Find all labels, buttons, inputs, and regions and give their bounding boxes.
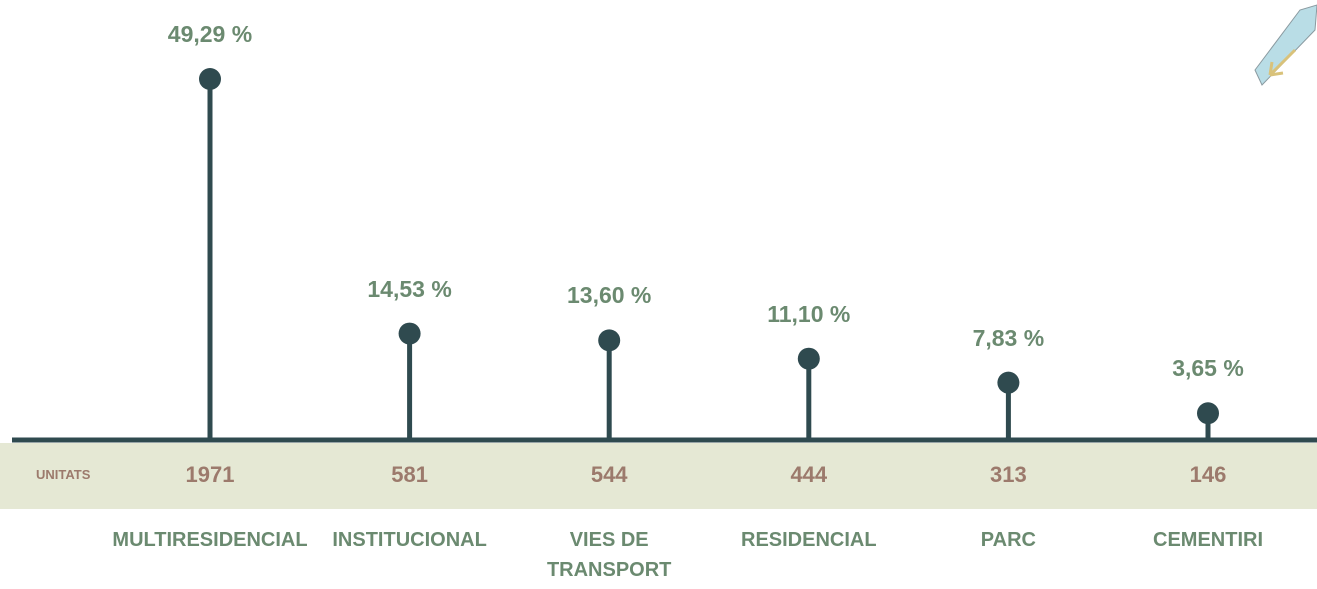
units-value-text: 146 [1190,462,1227,488]
units-value: 544 [539,462,679,488]
units-value: 581 [340,462,480,488]
value-label-text: 13,60 % [567,282,651,309]
category-label-text: INSTITUCIONAL [332,525,486,555]
value-label: 49,29 % [140,21,280,48]
dot [798,348,820,370]
category-label-text: PARC [981,525,1036,555]
page: UNITATS 49,29 % 1971 MULTIRESIDENCIAL 14,53… [0,0,1317,589]
value-label: 7,83 % [938,325,1078,352]
value-label: 11,10 % [739,301,879,328]
units-value-text: 313 [990,462,1027,488]
dot [1197,402,1219,424]
units-row-label: UNITATS [36,467,90,482]
dot [399,323,421,345]
units-value: 1971 [140,462,280,488]
value-label: 14,53 % [340,276,480,303]
dot [997,372,1019,394]
units-value-text: 444 [790,462,827,488]
category-label: CEMENTIRI [1138,525,1278,555]
decoration [1255,5,1317,85]
units-value-text: 544 [591,462,628,488]
category-label: MULTIRESIDENCIAL [140,525,280,555]
category-label: PARC [938,525,1078,555]
value-label: 13,60 % [539,282,679,309]
units-value: 146 [1138,462,1278,488]
category-label-text: MULTIRESIDENCIAL [112,525,307,555]
category-label: INSTITUCIONAL [340,525,480,555]
units-value: 444 [739,462,879,488]
value-label-text: 49,29 % [168,21,252,48]
value-label: 3,65 % [1138,355,1278,382]
dot [199,68,221,90]
category-label: RESIDENCIAL [739,525,879,555]
value-label-text: 3,65 % [1172,355,1244,382]
units-value: 313 [938,462,1078,488]
value-label-text: 14,53 % [367,276,451,303]
units-value-text: 581 [391,462,428,488]
category-label-text: CEMENTIRI [1153,525,1263,555]
category-label-text: RESIDENCIAL [741,525,877,555]
value-label-text: 11,10 % [767,301,850,328]
value-label-text: 7,83 % [973,325,1045,352]
units-value-text: 1971 [186,462,235,488]
category-label: VIES DE TRANSPORT [539,525,679,585]
dot [598,329,620,351]
category-label-text: VIES DE TRANSPORT [539,525,679,585]
